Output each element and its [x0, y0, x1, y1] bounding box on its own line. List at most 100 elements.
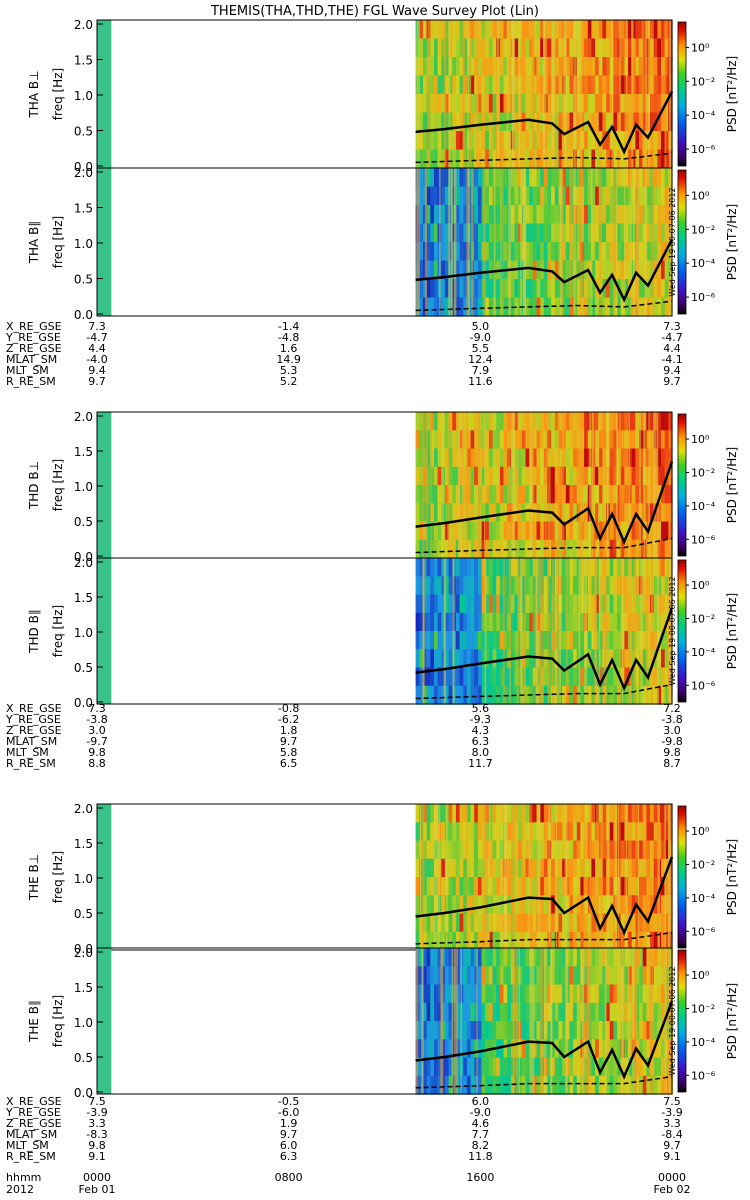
- spectrogram-cell: [620, 877, 625, 896]
- spectrogram-cell: [492, 931, 497, 951]
- ephemeris-table: X_RE_GSE 7.5 -0.5 6.0 7.5Y_RE_GSE -3.9 -6.0 -9.…: [5, 1095, 683, 1163]
- spectrogram-cell: [455, 1057, 461, 1077]
- spectrogram-cell: [565, 131, 571, 151]
- spectrogram-cell: [558, 539, 563, 559]
- spectrogram-cell: [569, 112, 574, 132]
- spectrogram-cell: [598, 38, 604, 58]
- spectrogram-cell: [463, 858, 468, 878]
- spectrogram-cell: [434, 576, 439, 596]
- spectrogram-cell: [613, 485, 618, 504]
- spectrogram-cell: [635, 149, 640, 169]
- spectrogram-cell: [492, 521, 497, 541]
- spectrogram-cell: [529, 558, 534, 577]
- spectrogram-cell: [547, 149, 552, 169]
- y-tick-label: 0.5: [74, 1051, 93, 1065]
- timestamp-stamp: Wed Sep 19 00:07:06 2012: [668, 187, 677, 296]
- spectrogram-cell: [646, 612, 651, 632]
- spectrogram-cell: [547, 20, 552, 40]
- spectrogram-cell: [584, 840, 589, 860]
- spectrogram-streak: [506, 20, 509, 168]
- spectrogram-cell: [521, 895, 527, 915]
- spectrogram-cell: [455, 149, 461, 169]
- spectrogram-cell: [613, 576, 618, 596]
- spectrogram-cell: [584, 242, 589, 262]
- spectrogram-cell: [455, 38, 461, 58]
- spectrogram-cell: [485, 667, 490, 687]
- spectrogram-cell: [554, 521, 560, 541]
- x-tick-label: 1600: [466, 1171, 494, 1184]
- spectrogram-cell: [510, 205, 516, 225]
- spectrogram-cell: [609, 260, 614, 280]
- spectrogram-cell: [455, 131, 461, 151]
- spectrogram-cell: [624, 558, 629, 577]
- spectrogram-cell: [653, 948, 658, 967]
- spectrogram-cell: [631, 430, 636, 450]
- spectrogram-cell: [477, 1021, 483, 1040]
- spectrogram-streak: [448, 20, 451, 168]
- spectrogram-cell: [507, 1057, 512, 1077]
- spectrogram-cell: [525, 131, 530, 151]
- spectrogram-cell: [529, 20, 534, 40]
- spectrogram-cell: [496, 612, 501, 632]
- spectrogram-cell: [554, 205, 560, 225]
- spectrogram-cell: [609, 279, 614, 299]
- spectrogram-cell: [657, 558, 662, 577]
- spectrogram-cell: [617, 57, 622, 77]
- spectrogram-cell: [518, 57, 523, 77]
- spectrogram-cell: [635, 966, 640, 986]
- spectrogram-cell: [642, 112, 647, 132]
- spectrogram-cell: [606, 631, 611, 650]
- spectrogram-cell: [474, 576, 479, 596]
- spectrogram-cell: [657, 75, 662, 95]
- spectrogram-cell: [463, 279, 468, 299]
- spectrogram-cell: [474, 168, 479, 188]
- spectrogram-cell: [532, 966, 538, 986]
- spectrogram-cell: [620, 279, 625, 299]
- spectrogram-cell: [525, 223, 530, 243]
- spectrogram-cell: [518, 1057, 523, 1077]
- spectrogram-cell: [518, 94, 523, 114]
- spectrogram-cell: [639, 297, 644, 317]
- spectrogram-cell: [492, 594, 497, 614]
- spectrogram-cell: [466, 485, 472, 504]
- spectrogram-cell: [554, 297, 560, 317]
- spectrogram-cell: [474, 297, 479, 317]
- spectrogram-cell: [536, 1039, 541, 1059]
- spectrogram-cell: [466, 895, 472, 915]
- y-tick-label: 0.5: [74, 125, 93, 139]
- spectrogram-cell: [448, 840, 453, 860]
- spectrogram-cell: [573, 984, 578, 1004]
- spectrogram-cell: [569, 131, 574, 151]
- spectrogram-cell: [598, 75, 604, 95]
- spectrogram-cell: [547, 576, 552, 596]
- spectrogram-cell: [441, 297, 446, 317]
- spectrogram-cell: [514, 75, 519, 95]
- spectrogram-streak: [433, 804, 436, 950]
- spectrogram-cell: [419, 168, 424, 188]
- spectrogram-cell: [430, 223, 435, 243]
- spectrogram-streak: [500, 168, 502, 316]
- ephemeris-value: -4.0: [86, 353, 107, 366]
- colorbar-tick-label: 10⁻⁴: [691, 257, 716, 270]
- spectrogram-cell: [455, 612, 461, 632]
- colorbar-tick-label: 10⁻⁶: [691, 925, 716, 938]
- spectrogram-cell: [518, 931, 523, 951]
- spectrogram-cell: [434, 521, 439, 541]
- spectrogram-cell: [448, 1021, 453, 1040]
- spectrogram-cell: [423, 667, 428, 687]
- spectrogram-cell: [573, 685, 578, 705]
- spectrogram-cell: [492, 503, 497, 523]
- spectrogram-cell: [650, 94, 655, 114]
- ephemeris-value: 9.1: [88, 1150, 106, 1163]
- spectrogram-cell: [606, 594, 611, 614]
- spectrogram-cell: [631, 448, 636, 468]
- spectrogram-streak: [580, 20, 583, 168]
- spectrogram-cell: [617, 168, 622, 188]
- spectrogram-cell: [521, 20, 527, 40]
- spectrogram-cell: [521, 430, 527, 450]
- spectrogram-cell: [595, 984, 600, 1004]
- spectrogram-cell: [466, 948, 472, 967]
- spectrogram-cell: [477, 223, 483, 243]
- spectrogram-cell: [624, 223, 629, 243]
- spectrogram-cell: [624, 412, 629, 431]
